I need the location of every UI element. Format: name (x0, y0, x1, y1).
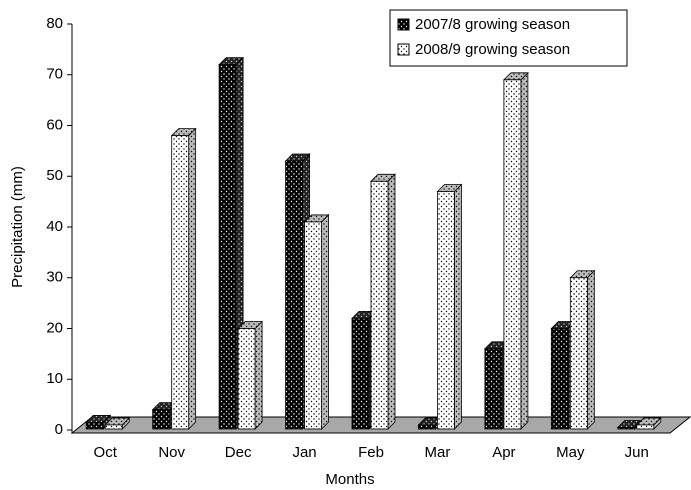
bar (370, 180, 389, 430)
y-tick-label: 70 (46, 66, 63, 83)
y-tick-label: 80 (46, 15, 63, 32)
x-tick-label: Apr (492, 444, 515, 461)
bar (304, 221, 322, 430)
bar (503, 79, 522, 430)
x-tick-label: May (556, 444, 585, 461)
x-tick-label: Jun (625, 444, 649, 461)
bar (550, 328, 569, 430)
bar-side (520, 71, 529, 430)
y-tick-label: 10 (46, 370, 63, 387)
y-tick-label: 60 (46, 116, 63, 133)
y-tick-label: 0 (55, 421, 63, 438)
bar-side (321, 213, 329, 430)
x-tick-label: Dec (225, 444, 252, 461)
x-tick-label: Oct (94, 444, 118, 461)
legend-box (389, 9, 628, 67)
legend-label: 2007/8 growing season (415, 16, 570, 33)
bar (418, 424, 436, 430)
bar (218, 64, 237, 430)
x-axis-label: Months (325, 471, 374, 488)
bar (437, 191, 455, 430)
bar-side (188, 127, 197, 430)
y-tick-label: 30 (46, 269, 63, 286)
bar (152, 409, 171, 430)
bar (569, 277, 588, 430)
bar (484, 348, 503, 430)
x-tick-label: Mar (425, 444, 451, 461)
bar (285, 160, 303, 430)
bar (617, 427, 636, 430)
legend-swatch (397, 43, 410, 56)
bar-side (586, 269, 595, 430)
y-tick-label: 40 (46, 218, 63, 235)
bar (351, 317, 370, 430)
x-tick-label: Feb (358, 444, 384, 461)
bar-side (254, 320, 263, 430)
legend-swatch (397, 18, 410, 31)
bar (85, 421, 104, 430)
x-tick-label: Nov (158, 444, 185, 461)
x-tick-label: Jan (292, 444, 316, 461)
bar (104, 424, 123, 430)
bar-side (387, 173, 396, 430)
legend-label: 2008/9 growing season (415, 41, 570, 58)
bar (171, 135, 190, 430)
y-tick-label: 50 (46, 167, 63, 184)
y-axis-label: Precipitation (mm) (9, 166, 26, 288)
bar (636, 424, 655, 430)
bar-side (454, 183, 462, 430)
bar (237, 328, 256, 430)
y-tick-label: 20 (46, 319, 63, 336)
